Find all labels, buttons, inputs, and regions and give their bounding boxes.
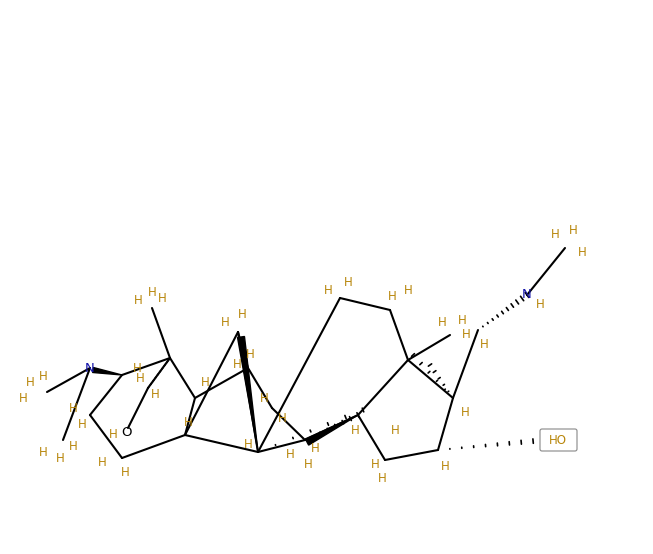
Text: H: H xyxy=(311,442,319,454)
Text: H: H xyxy=(108,428,118,442)
Text: H: H xyxy=(578,247,586,259)
Text: H: H xyxy=(304,459,312,471)
Polygon shape xyxy=(238,336,258,452)
Text: H: H xyxy=(25,376,35,388)
Text: H: H xyxy=(69,439,77,453)
Text: H: H xyxy=(479,338,488,351)
Text: H: H xyxy=(390,423,400,437)
Text: H: H xyxy=(121,465,129,479)
Text: H: H xyxy=(39,445,48,459)
Text: H: H xyxy=(244,438,252,450)
Text: H: H xyxy=(56,452,65,464)
Text: H: H xyxy=(136,372,144,384)
Text: H: H xyxy=(569,223,577,237)
Text: H: H xyxy=(324,284,332,296)
Text: H: H xyxy=(377,471,387,485)
Text: H: H xyxy=(221,315,229,329)
Text: H: H xyxy=(535,299,545,311)
FancyBboxPatch shape xyxy=(540,429,577,451)
Text: N: N xyxy=(85,362,95,375)
Text: H: H xyxy=(343,276,353,290)
Text: H: H xyxy=(232,357,242,371)
Text: N: N xyxy=(522,289,532,301)
Text: H: H xyxy=(246,347,255,361)
Text: H: H xyxy=(133,362,142,375)
Text: H: H xyxy=(200,376,210,388)
Text: H: H xyxy=(157,291,167,305)
Text: H: H xyxy=(404,284,413,296)
Polygon shape xyxy=(306,415,358,445)
Text: H: H xyxy=(39,370,48,382)
Text: H: H xyxy=(98,455,106,469)
Text: H: H xyxy=(238,309,246,321)
Text: H: H xyxy=(183,416,193,428)
Text: H: H xyxy=(148,285,156,299)
Text: H: H xyxy=(19,392,27,404)
Text: H: H xyxy=(69,402,77,414)
Text: H: H xyxy=(438,316,447,330)
Text: H: H xyxy=(441,460,449,474)
Text: H: H xyxy=(388,290,396,302)
Text: H: H xyxy=(550,228,560,242)
Text: H: H xyxy=(278,412,287,424)
Text: O: O xyxy=(121,427,133,439)
Text: H: H xyxy=(78,418,86,432)
Polygon shape xyxy=(93,367,122,375)
Text: H: H xyxy=(462,329,470,341)
Text: H: H xyxy=(458,314,466,326)
Text: H: H xyxy=(285,449,295,461)
Text: H: H xyxy=(371,459,379,471)
Text: HO: HO xyxy=(549,434,567,448)
Text: H: H xyxy=(460,407,470,419)
Text: H: H xyxy=(134,294,142,306)
Text: H: H xyxy=(351,423,359,437)
Text: H: H xyxy=(151,388,159,402)
Text: H: H xyxy=(260,392,268,404)
